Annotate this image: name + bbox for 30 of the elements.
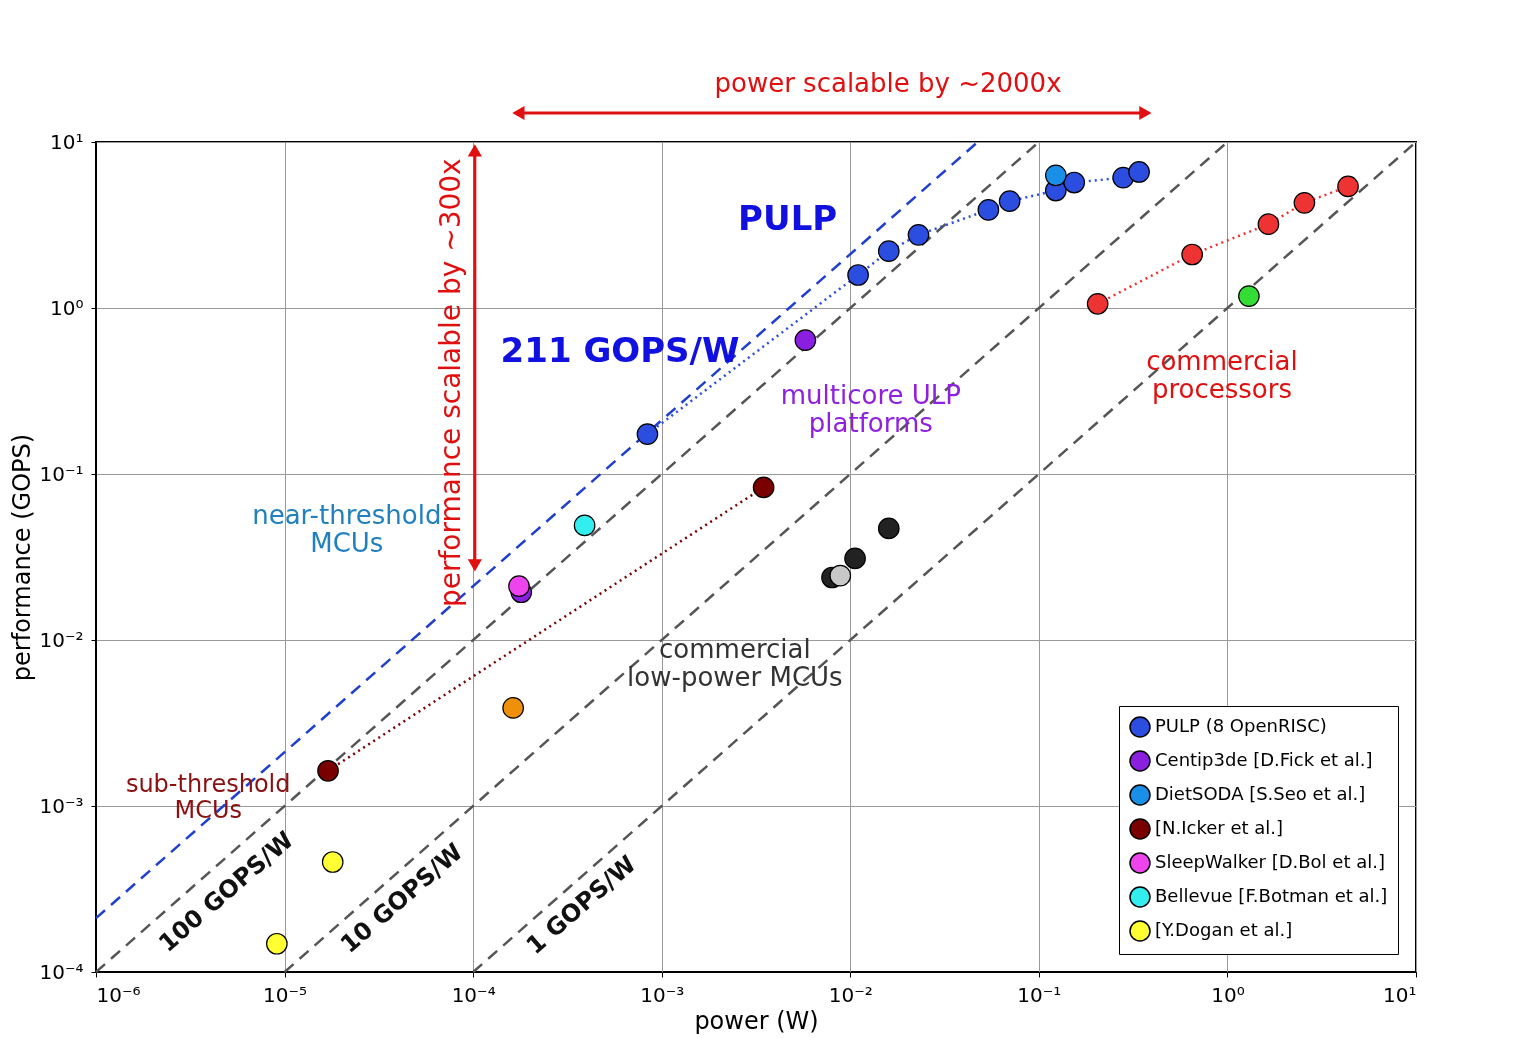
y-tick-label: 10⁻² xyxy=(39,627,84,652)
x-tick-label: 10⁻⁵ xyxy=(263,982,308,1007)
annotation: sub-threshold MCUs xyxy=(125,770,291,825)
x-tick-label: 10⁻² xyxy=(828,982,873,1007)
legend-label: [N.Icker et al.] xyxy=(1155,817,1284,838)
text: power scalable by ~2000x xyxy=(714,67,1062,98)
legend-label: [Y.Dogan et al.] xyxy=(1155,919,1293,940)
legend-label: PULP (8 OpenRISC) xyxy=(1155,715,1327,736)
x-tick-label: 10¹ xyxy=(1383,982,1417,1007)
legend-label: Centip3de [D.Fick et al.] xyxy=(1155,749,1373,770)
x-tick-label: 10⁻⁶ xyxy=(96,982,141,1007)
legend-label: SleepWalker [D.Bol et al.] xyxy=(1155,851,1385,872)
y-tick-label: 10⁻³ xyxy=(39,793,84,818)
y-tick-label: 10⁻⁴ xyxy=(39,959,84,984)
y-tick-label: 10¹ xyxy=(50,129,84,154)
annotation: commercial low-power MCUs xyxy=(627,633,843,692)
y-axis-title: performance (GOPS) xyxy=(8,433,37,682)
x-axis-title: power (W) xyxy=(694,1006,819,1035)
legend-label: DietSODA [S.Seo et al.] xyxy=(1155,783,1366,804)
legend-label: Bellevue [F.Botman et al.] xyxy=(1155,885,1388,906)
y-tick-label: 10⁻¹ xyxy=(39,461,84,486)
annotation: multicore ULP platforms xyxy=(780,379,961,438)
x-tick-label: 10⁻⁴ xyxy=(451,982,496,1007)
annotation: 211 GOPS/W xyxy=(500,329,740,370)
x-tick-label: 10⁻³ xyxy=(640,982,685,1007)
annotation: PULP xyxy=(738,198,838,239)
annotation: commercial processors xyxy=(1146,345,1298,404)
y-tick-label: 10⁰ xyxy=(50,295,84,320)
x-tick-label: 10⁻¹ xyxy=(1017,982,1062,1007)
x-tick-label: 10⁰ xyxy=(1211,982,1245,1007)
